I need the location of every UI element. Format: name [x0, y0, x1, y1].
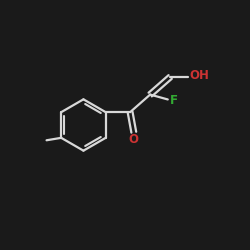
Text: OH: OH: [190, 69, 210, 82]
Text: O: O: [129, 132, 139, 145]
Text: F: F: [170, 94, 178, 107]
